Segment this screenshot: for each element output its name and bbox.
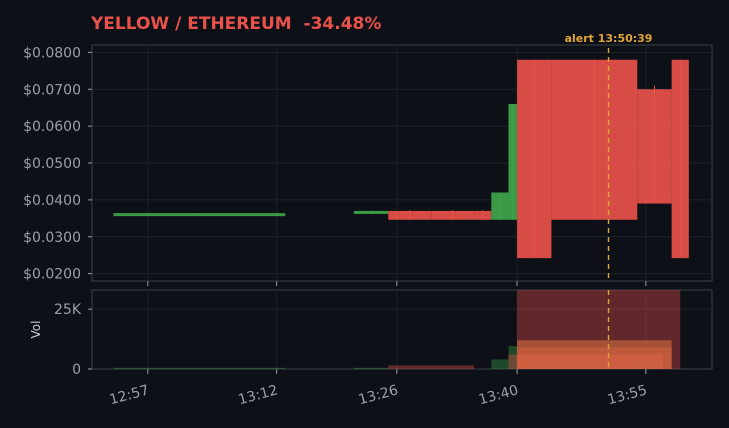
volume-axis-label: Vol xyxy=(29,321,43,339)
candle-body xyxy=(431,210,475,220)
price-y-tick-label: $0.0200 xyxy=(23,267,81,283)
volume-y-tick-label: 25K xyxy=(54,302,82,318)
volume-y-tick-label: 0 xyxy=(72,362,81,378)
x-tick-label: 13:12 xyxy=(237,382,280,408)
volume-panel-frame xyxy=(91,289,713,370)
candle-body xyxy=(491,192,509,220)
price-y-tick-label: $0.0600 xyxy=(23,119,81,135)
candle-body xyxy=(474,210,492,220)
price-y-tick-label: $0.0500 xyxy=(23,156,81,172)
x-tick-label: 13:26 xyxy=(357,382,400,408)
volume-bar xyxy=(517,347,672,369)
x-tick-label: 13:55 xyxy=(606,382,649,408)
alert-marker-label: alert 13:50:39 xyxy=(565,32,653,45)
chart-title: YELLOW / ETHEREUM -34.48% xyxy=(91,14,382,34)
candle-body xyxy=(517,59,552,259)
x-tick-label: 13:40 xyxy=(477,382,520,408)
volume-bar xyxy=(113,367,286,369)
volume-bar xyxy=(517,340,672,369)
price-y-tick-label: $0.0400 xyxy=(23,193,81,209)
price-y-tick-label: $0.0800 xyxy=(23,45,81,61)
x-tick-label: 12:57 xyxy=(108,382,151,408)
candle-body xyxy=(637,89,672,204)
volume-bar xyxy=(517,290,681,369)
candle-body xyxy=(671,59,689,259)
price-y-tick-label: $0.0300 xyxy=(23,230,81,246)
candle-body xyxy=(353,210,389,214)
volume-bar xyxy=(491,359,509,369)
volume-bar xyxy=(353,367,389,369)
candle-body xyxy=(388,210,432,220)
volume-bar xyxy=(508,346,518,369)
candle-body xyxy=(551,59,638,220)
volume-bar xyxy=(388,365,475,369)
price-y-tick-label: $0.0700 xyxy=(23,82,81,98)
candle-body xyxy=(113,213,286,217)
volume-bar xyxy=(508,354,664,369)
candle-body xyxy=(508,104,518,220)
volume-bar xyxy=(517,340,672,369)
